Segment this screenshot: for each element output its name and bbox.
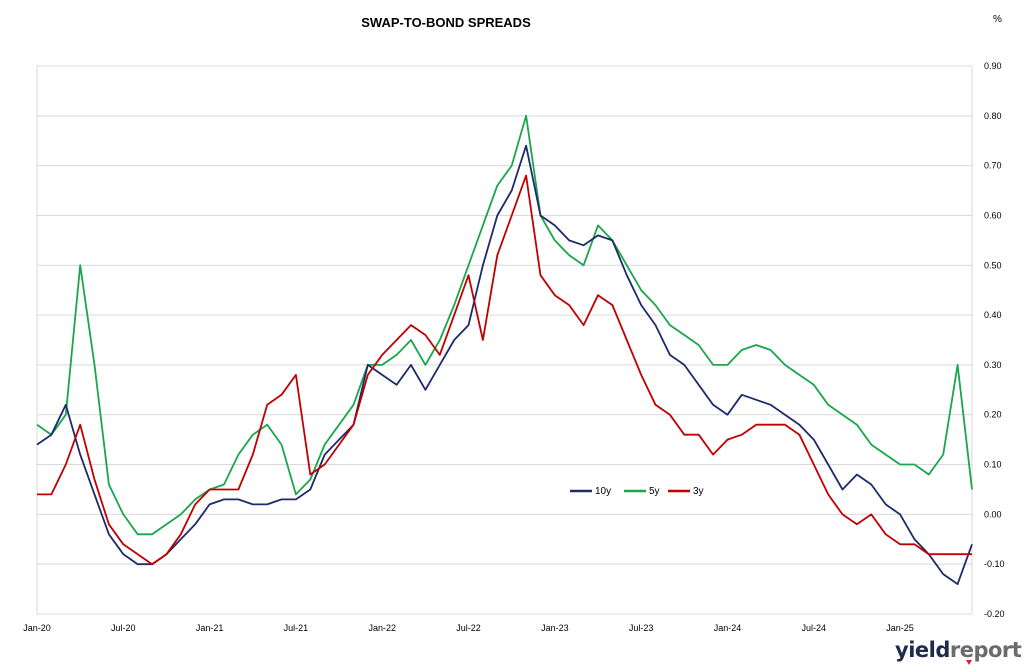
- series-line-3y: [37, 174, 972, 566]
- y-tick-label: 0.00: [984, 509, 1002, 519]
- series-lines: [36, 114, 973, 585]
- legend: 10y 5y 3y: [570, 486, 704, 497]
- plot-area: [36, 65, 973, 615]
- legend-label-5y: 5y: [649, 486, 660, 497]
- y-tick-label: 0.10: [984, 460, 1002, 470]
- x-tick-label: Jan-22: [368, 623, 396, 633]
- y-tick-label: -0.20: [984, 609, 1005, 619]
- x-axis: Jan-20 Jul-20 Jan-21 Jul-21 Jan-22 Jul-22 Jan-…: [23, 623, 914, 633]
- y-tick-label: 0.40: [984, 310, 1002, 320]
- y-tick-label: 0.70: [984, 161, 1002, 171]
- chart-title: SWAP-TO-BOND SPREADS: [361, 15, 531, 30]
- y-tick-label: 0.80: [984, 111, 1002, 121]
- y-tick-label: 0.20: [984, 410, 1002, 420]
- x-tick-label: Jul-23: [629, 623, 654, 633]
- x-tick-label: Jul-24: [802, 623, 827, 633]
- x-tick-label: Jul-22: [456, 623, 481, 633]
- y-axis: 0.90 0.80 0.70 0.60 0.50 0.40 0.30 0.20 0.10 0.00…: [984, 61, 1005, 619]
- yieldreport-logo: yieldreport: [895, 638, 1022, 662]
- y-tick-label: 0.30: [984, 360, 1002, 370]
- x-tick-label: Jan-24: [714, 623, 742, 633]
- x-tick-label: Jan-23: [541, 623, 569, 633]
- x-tick-label: Jan-21: [196, 623, 224, 633]
- legend-label-3y: 3y: [693, 486, 704, 497]
- x-tick-label: Jan-25: [886, 623, 914, 633]
- y-tick-label: 0.60: [984, 210, 1002, 220]
- x-tick-label: Jul-21: [284, 623, 309, 633]
- series-line-5y: [36, 114, 973, 536]
- x-tick-label: Jul-20: [111, 623, 136, 633]
- y-tick-label: -0.10: [984, 559, 1005, 569]
- legend-label-10y: 10y: [595, 486, 611, 497]
- gridlines: [37, 65, 972, 615]
- y-tick-label: 0.90: [984, 61, 1002, 71]
- series-line-10y: [36, 144, 973, 585]
- unit-label: %: [993, 14, 1002, 25]
- x-tick-label: Jan-20: [23, 623, 51, 633]
- y-tick-label: 0.50: [984, 260, 1002, 270]
- logo-mark-icon: [966, 660, 972, 665]
